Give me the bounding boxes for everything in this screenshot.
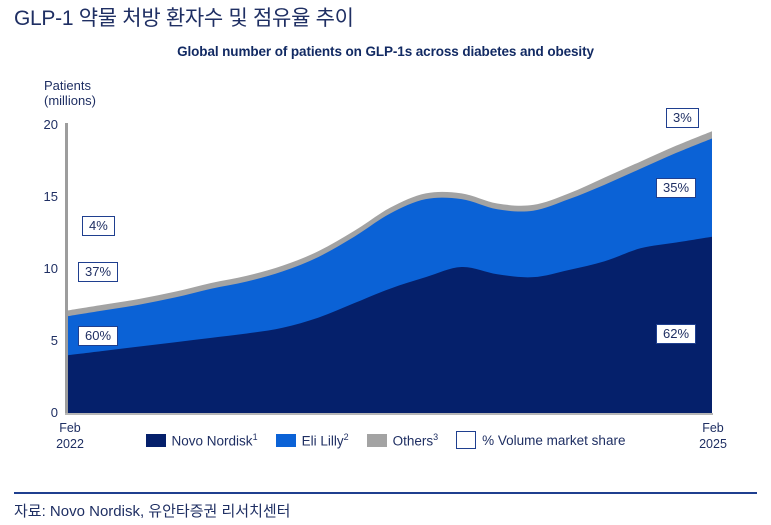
area-novo-nordisk — [68, 236, 712, 413]
annotation-lilly-share-start: 37% — [78, 262, 119, 282]
legend-swatch-others — [366, 433, 387, 447]
x-axis-line — [65, 413, 713, 415]
legend-item-volume-market-share[interactable]: % Volume market share — [456, 431, 625, 449]
chart-figure: Global number of patients on GLP-1s acro… — [0, 38, 771, 483]
x-axis-label-start: Feb 2022 — [56, 421, 84, 451]
legend-swatch-volume-market-share — [456, 431, 477, 449]
footer-divider — [14, 492, 757, 494]
legend-label-others: Others3 — [392, 431, 439, 449]
source-note: 자료: Novo Nordisk, 유안타증권 리서치센터 — [14, 503, 291, 520]
y-tick-10: 10 — [43, 261, 58, 276]
annotation-lilly-share-end: 35% — [656, 178, 697, 198]
legend-item-novo-nordisk[interactable]: Novo Nordisk1 — [145, 431, 258, 449]
legend-item-eli-lilly[interactable]: Eli Lilly2 — [275, 431, 349, 449]
y-axis-title: Patients (millions) — [44, 78, 96, 108]
y-tick-0: 0 — [50, 405, 58, 420]
y-tick-15: 15 — [43, 189, 58, 204]
legend-item-others[interactable]: Others3 — [366, 431, 439, 449]
legend-label-novo-nordisk: Novo Nordisk1 — [171, 431, 258, 449]
page-title: GLP-1 약물 처방 환자수 및 점유율 추이 — [14, 7, 354, 30]
y-tick-20: 20 — [43, 117, 58, 132]
annotation-others-share-end: 3% — [666, 108, 699, 128]
plot-area — [68, 124, 712, 413]
annotation-novo-share-end: 62% — [656, 324, 697, 344]
chart-legend: Novo Nordisk1 Eli Lilly2 Others3 % Volum… — [0, 431, 771, 449]
x-axis-label-end: Feb 2025 — [699, 421, 727, 451]
chart-title: Global number of patients on GLP-1s acro… — [177, 44, 594, 59]
y-tick-5: 5 — [50, 333, 58, 348]
annotation-others-share-start: 4% — [82, 216, 115, 236]
legend-label-eli-lilly: Eli Lilly2 — [301, 431, 349, 449]
annotation-novo-share-start: 60% — [78, 326, 119, 346]
y-axis-line — [65, 123, 68, 414]
legend-swatch-eli-lilly — [275, 433, 296, 447]
legend-label-volume-market-share: % Volume market share — [482, 432, 626, 448]
legend-swatch-novo-nordisk — [145, 433, 166, 447]
